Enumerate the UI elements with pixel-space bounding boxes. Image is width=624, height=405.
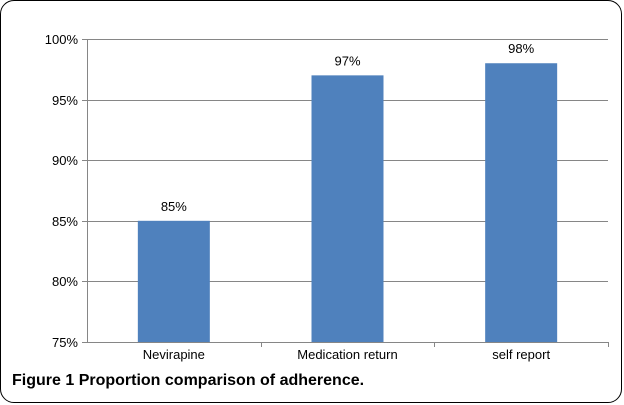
x-axis-tick-labels: Nevirapine Medication return self report (143, 347, 551, 362)
bars (137, 63, 558, 343)
y-tick-label: 85% (52, 214, 78, 229)
bar (137, 220, 210, 342)
y-tick-label: 95% (52, 93, 78, 108)
y-tick-label: 100% (45, 32, 79, 47)
y-tick-label: 90% (52, 153, 78, 168)
y-axis-tick-labels: 75% 80% 85% 90% 95% 100% (45, 32, 79, 350)
y-tick-label: 75% (52, 335, 78, 350)
data-label: 85% (161, 199, 187, 214)
x-tick-label: self report (492, 347, 550, 362)
figure-caption: Figure 1 Proportion comparison of adhere… (12, 372, 364, 390)
data-label: 98% (508, 41, 534, 56)
caption-label: Figure 1 (12, 372, 75, 389)
bar (311, 75, 384, 343)
x-tick-label: Medication return (297, 347, 397, 362)
data-labels: 85% 97% 98% (161, 41, 535, 214)
x-tick-label: Nevirapine (143, 347, 205, 362)
caption-text: Proportion comparison of adherence. (78, 372, 365, 389)
y-tick-label: 80% (52, 274, 78, 289)
data-label: 97% (334, 53, 360, 68)
bar (485, 63, 558, 343)
bar-chart: 75% 80% 85% 90% 95% 100% 85% 97% 98% Nevirapine… (45, 32, 609, 362)
